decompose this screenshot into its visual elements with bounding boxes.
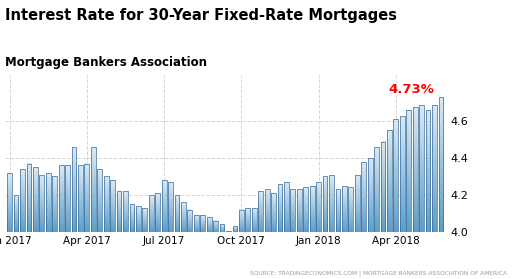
Bar <box>97 169 102 232</box>
Bar <box>39 175 44 232</box>
Bar <box>368 158 373 232</box>
Bar <box>104 176 109 232</box>
Bar <box>130 204 134 232</box>
Bar <box>258 191 263 232</box>
Bar <box>348 187 353 232</box>
Text: Mortgage Bankers Association: Mortgage Bankers Association <box>5 56 207 69</box>
Bar <box>393 119 398 232</box>
Bar <box>162 180 166 232</box>
Bar <box>52 176 57 232</box>
Bar <box>303 187 308 232</box>
Bar <box>329 175 334 232</box>
Bar <box>46 173 51 232</box>
Text: 4.73%: 4.73% <box>389 83 435 96</box>
Bar <box>374 147 379 232</box>
Bar <box>33 167 38 232</box>
Bar <box>380 141 386 232</box>
Bar <box>232 226 238 232</box>
Bar <box>387 131 392 232</box>
Bar <box>265 189 269 232</box>
Bar <box>78 165 83 232</box>
Bar <box>207 217 211 232</box>
Text: Interest Rate for 30-Year Fixed-Rate Mortgages: Interest Rate for 30-Year Fixed-Rate Mor… <box>5 8 397 23</box>
Bar <box>181 202 186 232</box>
Bar <box>252 208 257 232</box>
Bar <box>290 189 295 232</box>
Bar <box>213 220 218 232</box>
Bar <box>245 208 250 232</box>
Bar <box>72 147 76 232</box>
Bar <box>355 175 359 232</box>
Bar <box>27 163 31 232</box>
Bar <box>297 189 302 232</box>
Bar <box>65 165 70 232</box>
Bar <box>239 210 244 232</box>
Bar <box>200 215 205 232</box>
Bar <box>323 176 328 232</box>
Bar <box>59 165 63 232</box>
Bar <box>91 147 96 232</box>
Bar <box>278 184 283 232</box>
Bar <box>194 215 199 232</box>
Bar <box>117 191 121 232</box>
Bar <box>419 105 424 232</box>
Bar <box>335 189 340 232</box>
Bar <box>136 206 141 232</box>
Bar <box>432 105 437 232</box>
Bar <box>425 110 431 232</box>
Text: SOURCE: TRADINGECONOMICS.COM | MORTGAGE BANKERS ASSOCIATION OF AMERICA: SOURCE: TRADINGECONOMICS.COM | MORTGAGE … <box>250 271 507 276</box>
Bar <box>316 182 321 232</box>
Bar <box>149 195 154 232</box>
Bar <box>220 224 224 232</box>
Bar <box>361 162 366 232</box>
Bar <box>20 169 25 232</box>
Bar <box>155 193 160 232</box>
Bar <box>187 210 193 232</box>
Bar <box>14 195 18 232</box>
Bar <box>413 107 418 232</box>
Bar <box>342 186 347 232</box>
Bar <box>142 208 147 232</box>
Bar <box>438 97 443 232</box>
Bar <box>271 193 276 232</box>
Bar <box>310 186 314 232</box>
Bar <box>407 110 411 232</box>
Bar <box>175 195 179 232</box>
Bar <box>84 163 89 232</box>
Bar <box>110 180 115 232</box>
Bar <box>168 182 173 232</box>
Bar <box>123 191 128 232</box>
Bar <box>7 173 12 232</box>
Bar <box>284 182 289 232</box>
Bar <box>400 116 404 232</box>
